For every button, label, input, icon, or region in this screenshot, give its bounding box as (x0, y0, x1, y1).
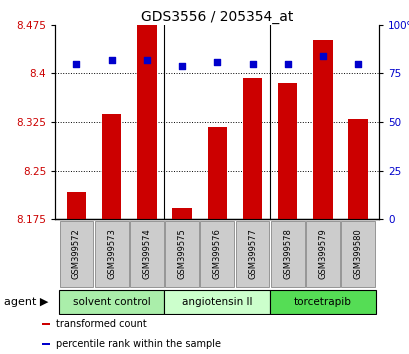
Bar (348, 119, 367, 219)
Text: GSM399580: GSM399580 (353, 229, 362, 279)
Text: solvent control: solvent control (73, 297, 150, 307)
Bar (305, 221, 339, 287)
Point (249, 61, 255, 67)
Text: torcetrapib: torcetrapib (293, 297, 351, 307)
Bar (200, 221, 234, 287)
Bar (67, 192, 86, 219)
Bar (165, 221, 198, 287)
Bar (340, 221, 374, 287)
Bar (42, 324, 50, 325)
Bar (270, 221, 304, 287)
Bar (59, 290, 164, 314)
Bar (130, 221, 163, 287)
Text: GSM399578: GSM399578 (283, 229, 292, 279)
Point (73, 61, 80, 67)
Bar (59, 221, 93, 287)
Bar (312, 40, 332, 219)
Text: GSM399572: GSM399572 (72, 229, 81, 279)
Bar (102, 114, 121, 219)
Text: GSM399573: GSM399573 (107, 229, 116, 279)
Text: GSM399579: GSM399579 (318, 229, 327, 279)
Bar (172, 209, 191, 219)
Bar (207, 127, 227, 219)
Point (319, 53, 326, 59)
Text: percentile rank within the sample: percentile rank within the sample (55, 339, 220, 349)
Bar (242, 78, 261, 219)
Title: GDS3556 / 205354_at: GDS3556 / 205354_at (141, 10, 293, 24)
Bar (277, 82, 297, 219)
Text: angiotensin II: angiotensin II (182, 297, 252, 307)
Text: transformed count: transformed count (55, 319, 146, 329)
Bar (42, 343, 50, 344)
Point (213, 59, 220, 65)
Point (143, 57, 150, 63)
Text: agent ▶: agent ▶ (4, 297, 48, 307)
Point (354, 61, 360, 67)
Point (178, 63, 185, 69)
Text: GSM399576: GSM399576 (212, 229, 221, 279)
Bar (164, 290, 270, 314)
Bar (137, 25, 156, 219)
Bar (94, 221, 128, 287)
Bar (270, 290, 375, 314)
Text: GSM399575: GSM399575 (177, 229, 186, 279)
Point (108, 57, 115, 63)
Bar (235, 221, 269, 287)
Text: GSM399574: GSM399574 (142, 229, 151, 279)
Point (284, 61, 290, 67)
Text: GSM399577: GSM399577 (247, 229, 256, 279)
